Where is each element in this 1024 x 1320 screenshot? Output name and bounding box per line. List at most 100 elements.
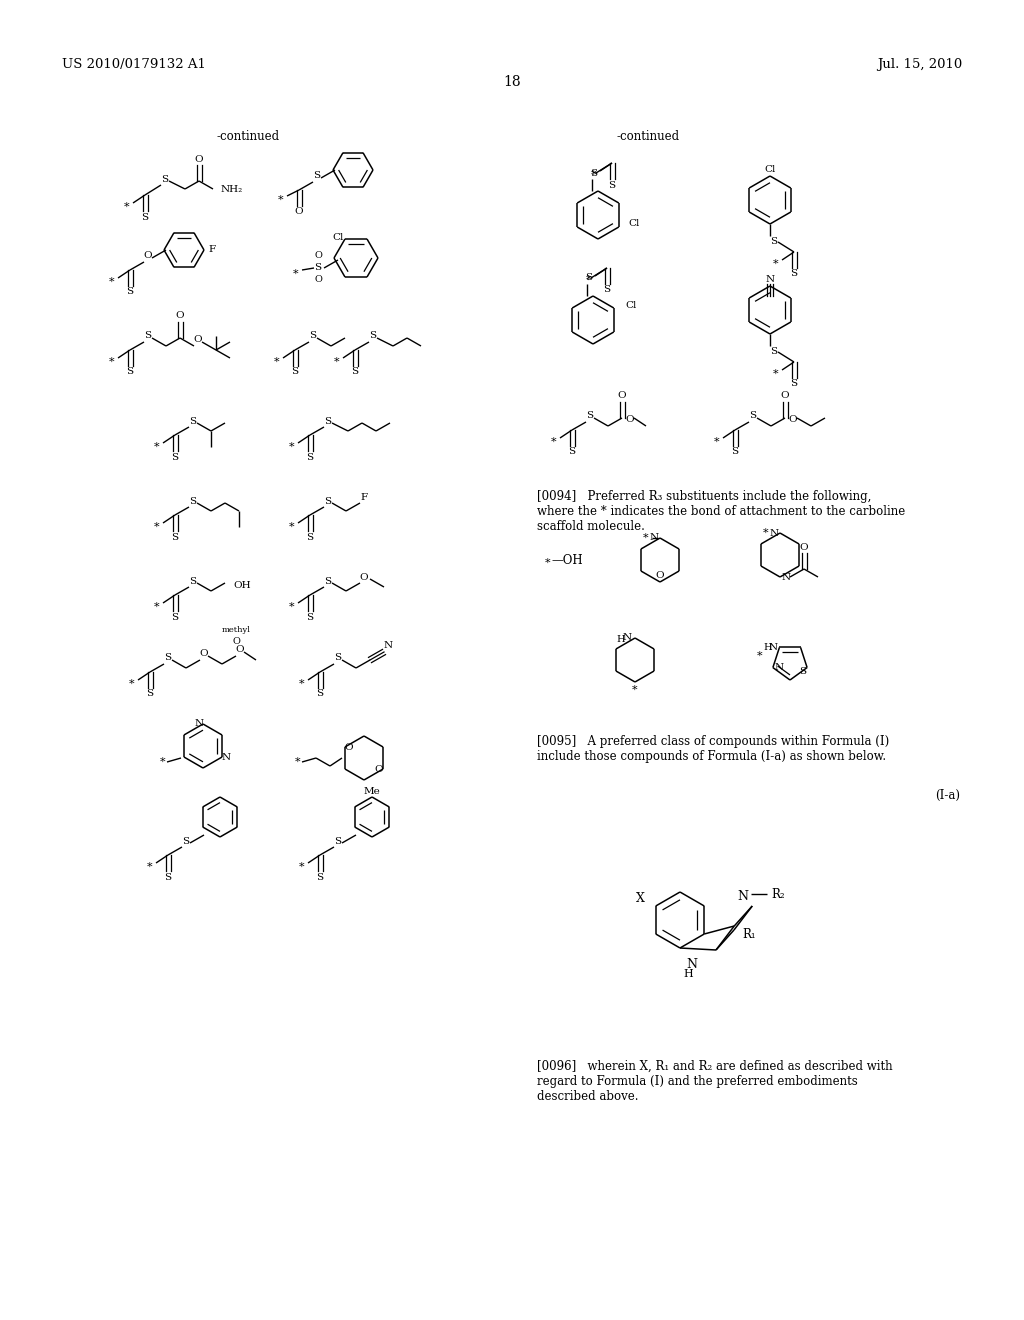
Text: N: N: [221, 752, 230, 762]
Text: *: *: [155, 602, 160, 612]
Text: O: O: [314, 276, 322, 285]
Text: *: *: [110, 356, 115, 367]
Text: S: S: [325, 577, 332, 586]
Text: [0095]   A preferred class of compounds within Formula (I)
include those compoun: [0095] A preferred class of compounds wi…: [537, 735, 889, 763]
Text: S: S: [370, 331, 377, 341]
Text: O: O: [626, 416, 634, 425]
Text: 18: 18: [503, 75, 521, 88]
Text: S: S: [568, 447, 575, 457]
Text: -continued: -continued: [216, 129, 280, 143]
Text: [0096]   wherein X, R₁ and R₂ are defined as described with
regard to Formula (I: [0096] wherein X, R₁ and R₂ are defined …: [537, 1060, 893, 1104]
Text: O: O: [788, 416, 798, 425]
Text: *: *: [274, 356, 280, 367]
Text: S: S: [335, 653, 342, 663]
Text: N: N: [383, 642, 392, 651]
Text: S: S: [587, 412, 594, 421]
Text: O: O: [236, 645, 245, 655]
Text: O: O: [780, 392, 790, 400]
Text: S: S: [750, 412, 757, 421]
Text: Cl: Cl: [628, 219, 639, 227]
Text: N: N: [769, 643, 778, 652]
Text: O: O: [200, 649, 208, 659]
Text: *: *: [155, 442, 160, 451]
Text: *: *: [714, 437, 720, 447]
Text: *: *: [763, 528, 769, 539]
Text: S: S: [770, 238, 777, 247]
Text: O: O: [617, 392, 627, 400]
Text: S: S: [306, 453, 313, 462]
Text: H: H: [763, 643, 772, 652]
Text: (I-a): (I-a): [935, 788, 961, 801]
Text: N: N: [686, 957, 697, 970]
Text: *: *: [289, 602, 295, 612]
Text: S: S: [162, 174, 169, 183]
Text: S: S: [608, 181, 615, 190]
Text: S: S: [165, 653, 172, 663]
Text: O: O: [314, 252, 322, 260]
Text: US 2010/0179132 A1: US 2010/0179132 A1: [62, 58, 206, 71]
Text: N: N: [649, 533, 658, 543]
Text: O: O: [143, 252, 153, 260]
Text: S: S: [325, 417, 332, 425]
Text: H: H: [616, 635, 626, 644]
Text: *: *: [299, 862, 305, 873]
Text: *: *: [545, 558, 550, 568]
Text: *: *: [147, 862, 153, 873]
Text: *: *: [643, 533, 649, 543]
Text: S: S: [316, 689, 324, 698]
Text: *: *: [124, 202, 130, 213]
Text: *: *: [757, 651, 762, 660]
Text: Cl: Cl: [764, 165, 776, 174]
Text: S: S: [731, 447, 738, 457]
Text: Cl: Cl: [625, 301, 636, 310]
Text: N: N: [769, 528, 778, 537]
Text: S: S: [146, 689, 154, 698]
Text: OH: OH: [233, 581, 251, 590]
Text: S: S: [171, 532, 178, 541]
Text: S: S: [189, 577, 197, 586]
Text: S: S: [603, 285, 610, 294]
Text: *: *: [289, 521, 295, 532]
Text: *: *: [586, 275, 592, 285]
Text: O: O: [359, 573, 369, 582]
Text: S: S: [189, 417, 197, 425]
Text: F: F: [208, 246, 215, 255]
Text: S: S: [335, 837, 342, 846]
Text: S: S: [171, 612, 178, 622]
Text: O: O: [232, 638, 240, 647]
Text: methyl: methyl: [221, 626, 251, 634]
Text: O: O: [295, 207, 303, 216]
Text: S: S: [182, 837, 189, 846]
Text: *: *: [773, 259, 779, 269]
Text: S: S: [316, 873, 324, 882]
Text: S: S: [351, 367, 358, 376]
Text: F: F: [360, 492, 368, 502]
Text: *: *: [773, 370, 779, 379]
Text: S: S: [800, 667, 807, 676]
Text: S: S: [141, 213, 148, 222]
Text: S: S: [306, 612, 313, 622]
Text: *: *: [160, 756, 165, 767]
Text: S: S: [126, 288, 133, 297]
Text: *: *: [632, 685, 638, 696]
Text: S: S: [171, 453, 178, 462]
Text: N: N: [623, 634, 632, 643]
Text: Cl: Cl: [333, 234, 344, 243]
Text: N: N: [781, 573, 791, 582]
Text: *: *: [155, 521, 160, 532]
Text: O: O: [194, 335, 203, 345]
Text: *: *: [293, 269, 299, 279]
Text: S: S: [791, 380, 798, 388]
Text: S: S: [189, 496, 197, 506]
Text: *: *: [279, 195, 284, 205]
Text: *: *: [289, 442, 295, 451]
Text: *: *: [129, 678, 135, 689]
Text: O: O: [345, 742, 353, 751]
Text: *: *: [591, 170, 597, 180]
Text: *: *: [110, 277, 115, 286]
Text: S: S: [165, 873, 172, 882]
Text: S: S: [309, 331, 316, 341]
Text: N: N: [774, 663, 783, 672]
Text: O: O: [800, 543, 808, 552]
Text: S: S: [306, 532, 313, 541]
